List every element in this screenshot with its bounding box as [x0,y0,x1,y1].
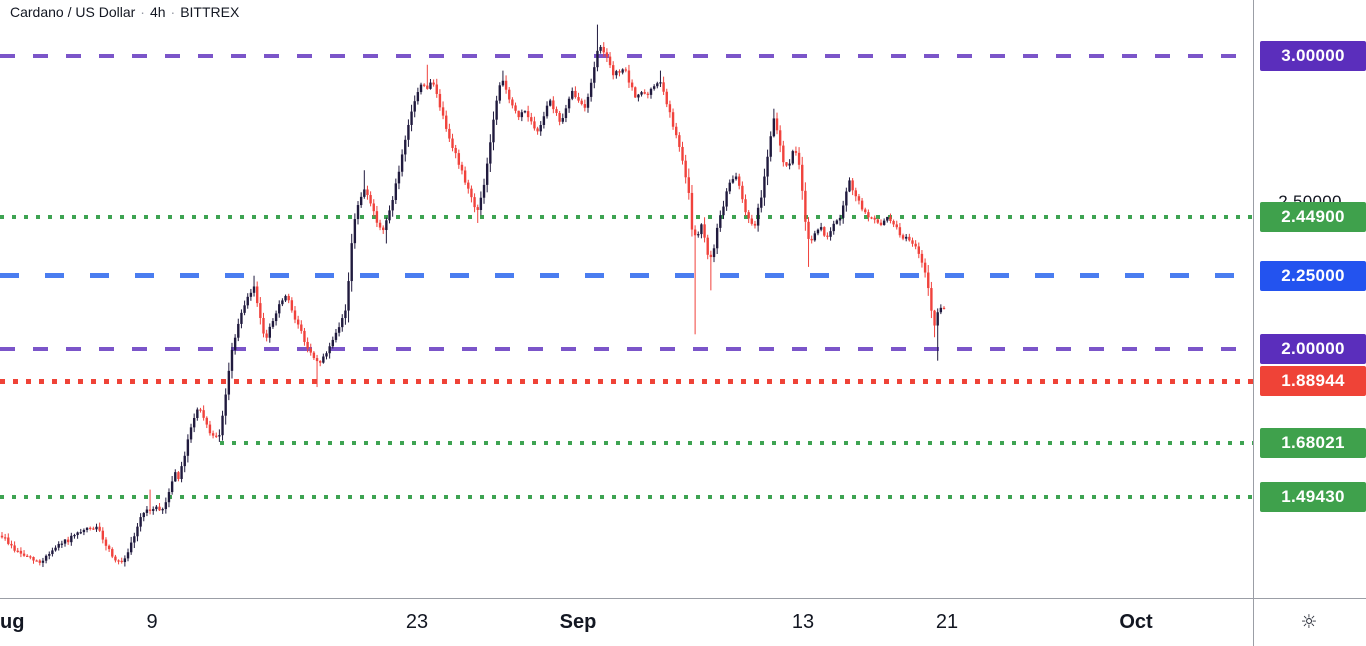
price-axis[interactable]: 2.50000 3.000002.449002.250002.000001.88… [1253,0,1366,598]
price-badge-1.68021[interactable]: 1.68021 [1260,427,1366,458]
axis-corner-separator [1253,599,1254,646]
price-badge-2.00000[interactable]: 2.00000 [1260,333,1366,364]
time-label-Oct: Oct [1119,611,1153,633]
settings-gear-icon[interactable]: ☼ [1300,611,1318,633]
time-label-Sep: Sep [559,611,597,633]
chart-pane[interactable]: Cardano / US Dollar · 4h · BITTREX [0,0,1253,598]
time-label-9: 9 [146,611,158,633]
time-label-21: 21 [935,611,959,633]
symbol-title: Cardano / US Dollar · 4h · BITTREX [10,4,239,20]
exchange-label: BITTREX [180,4,240,20]
price-badge-3.00000[interactable]: 3.00000 [1260,40,1366,71]
title-separator-dot: · [140,4,145,20]
time-label-23: 23 [405,611,429,633]
time-label-Aug: Aug [0,611,25,633]
interval-label: 4h [149,4,166,20]
price-badge-1.49430[interactable]: 1.49430 [1260,482,1366,513]
time-label-13: 13 [791,611,815,633]
title-separator-dot: · [170,4,176,20]
symbol-name: Cardano / US Dollar [10,4,136,20]
candlestick-canvas[interactable] [0,0,1253,598]
time-axis[interactable]: ☼ Aug 9 23 Sep 13 21 Oct [0,598,1366,646]
price-badge-2.44900[interactable]: 2.44900 [1260,202,1366,233]
price-badge-1.88944[interactable]: 1.88944 [1260,366,1366,397]
price-badge-2.25000[interactable]: 2.25000 [1260,260,1366,291]
